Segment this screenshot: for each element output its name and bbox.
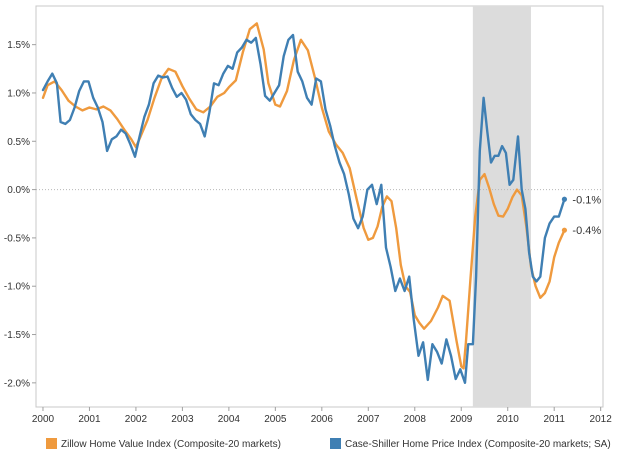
- series-line-1: [41, 33, 566, 384]
- x-tick-label: 2011: [543, 414, 565, 425]
- x-tick-label: 2000: [32, 414, 55, 425]
- x-tick-label: 2001: [78, 414, 101, 425]
- legend-label-1: Case-Shiller Home Price Index (Composite…: [345, 439, 611, 450]
- x-tick-label: 2007: [357, 414, 380, 425]
- x-tick-label: 2009: [450, 414, 473, 425]
- y-tick-label: -2.0%: [4, 378, 30, 389]
- shaded-region: [472, 6, 531, 407]
- x-tick-label: 2008: [404, 414, 427, 425]
- y-tick-label: 1.5%: [7, 40, 30, 51]
- series-end-label-0: -0.4%: [572, 225, 601, 237]
- y-tick-label: -1.5%: [4, 330, 30, 341]
- series-end-label-1: -0.1%: [572, 194, 601, 206]
- legend-swatch-1: [330, 438, 341, 449]
- x-tick-label: 2003: [171, 414, 194, 425]
- y-tick-label: 1.0%: [7, 88, 30, 99]
- x-tick-label: 2006: [311, 414, 334, 425]
- series-end-point-0: [561, 227, 568, 233]
- x-tick-label: 2010: [497, 414, 520, 425]
- x-tick-label: 2002: [125, 414, 148, 425]
- y-tick-label: -0.5%: [4, 233, 30, 244]
- x-tick-label: 2004: [218, 414, 241, 425]
- y-tick-label: 0.5%: [7, 137, 30, 148]
- x-tick-label: 2012: [590, 414, 613, 425]
- y-tick-label: -1.0%: [4, 282, 30, 293]
- legend-swatch-0: [46, 438, 57, 449]
- legend-label-0: Zillow Home Value Index (Composite-20 ma…: [61, 439, 281, 450]
- y-tick-label: 0.0%: [7, 185, 30, 196]
- x-tick-label: 2005: [264, 414, 287, 425]
- series-end-point-1: [561, 196, 568, 202]
